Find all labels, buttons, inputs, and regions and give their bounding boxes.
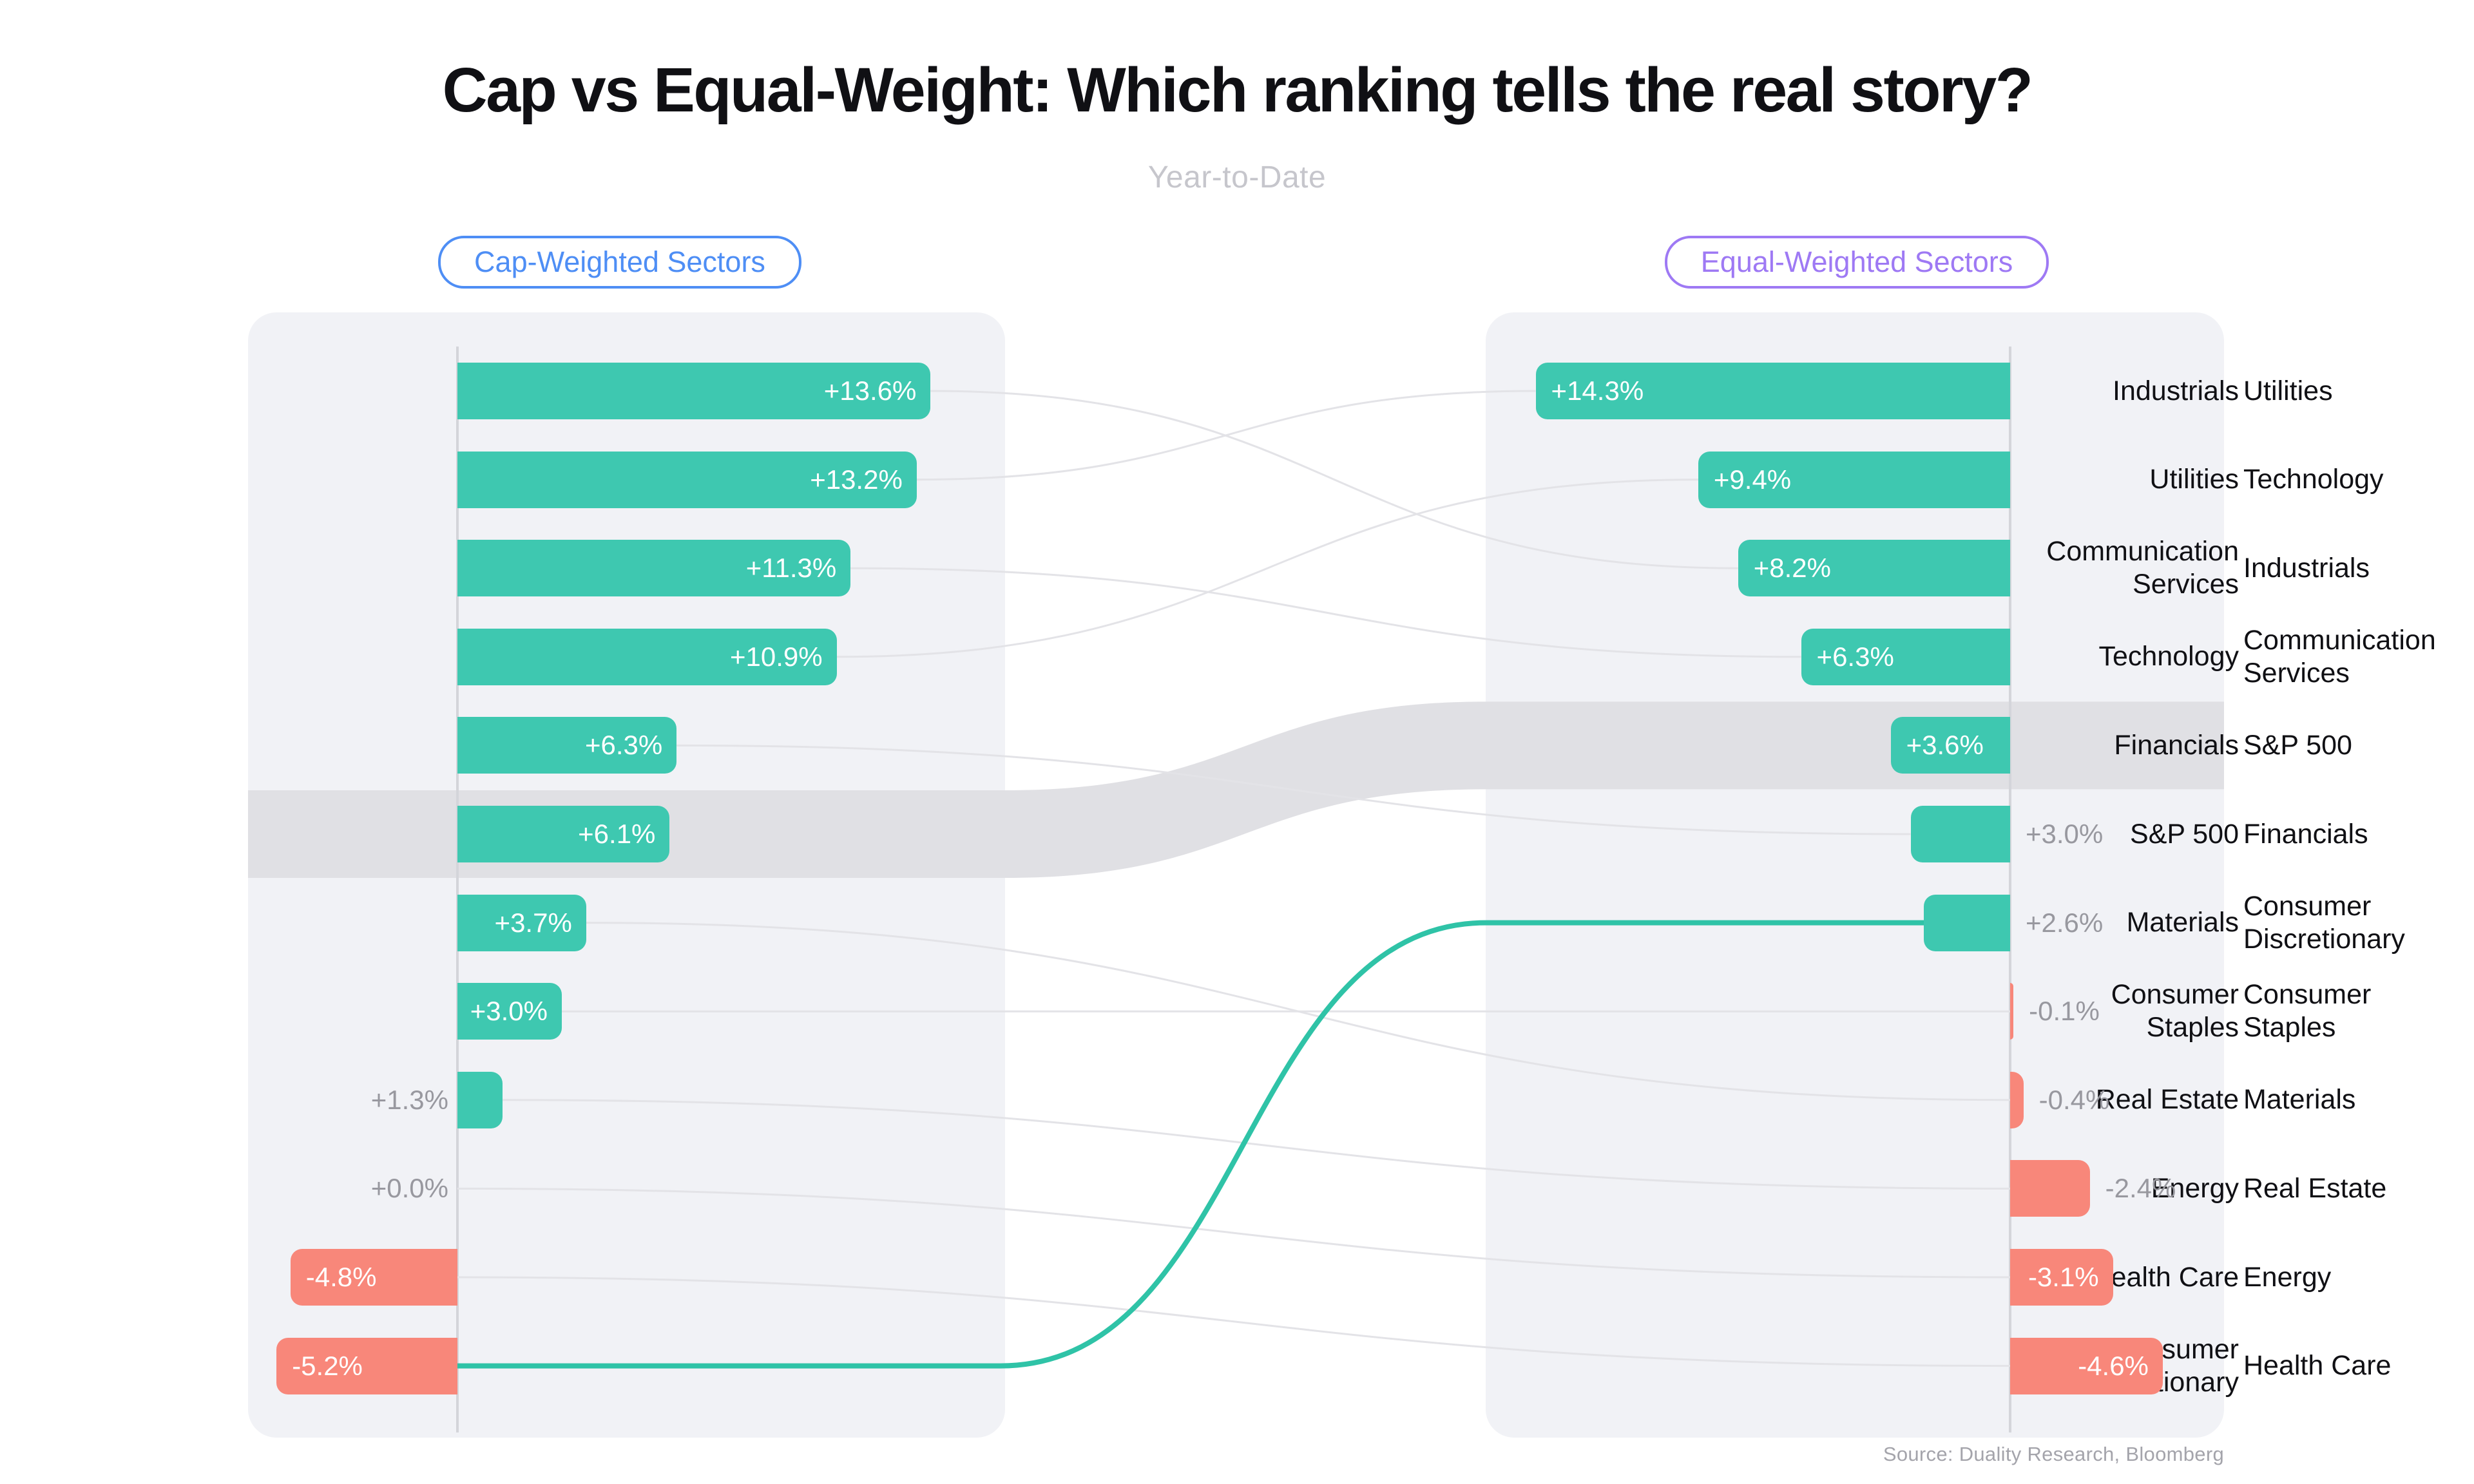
value-label-left-materials: +3.7%	[494, 907, 572, 938]
sector-label-right-technology: Technology	[2243, 464, 2384, 495]
bar-right-health-care	[2010, 1337, 2163, 1394]
sector-label-left-health-care: Health Care	[2091, 1261, 2239, 1293]
bar-left-communication-services	[457, 540, 851, 597]
connector-financials	[676, 744, 1911, 835]
highlight-connector-consumer-discretionary	[457, 920, 1924, 1369]
sector-label-left-industrials: Industrials	[2113, 375, 2239, 406]
sector-label-right-real-estate: Real Estate	[2243, 1173, 2387, 1204]
sector-label-left-technology: Technology	[2098, 641, 2239, 672]
sector-label-right-utilities: Utilities	[2243, 375, 2333, 406]
bar-right-materials	[2010, 1071, 2024, 1128]
bar-right-industrials	[1738, 540, 2010, 597]
connector-industrials	[930, 390, 1738, 569]
sector-label-right-materials: Materials	[2243, 1084, 2356, 1116]
sector-label-right-consumer-discretionary: Consumer Discretionary	[2243, 890, 2405, 955]
bar-right-communication-services	[1801, 628, 2010, 685]
value-label-left-communication-services: +11.3%	[745, 553, 837, 584]
value-label-left-s-p-500: +6.1%	[578, 819, 656, 849]
value-label-right-energy: -3.1%	[2028, 1262, 2099, 1292]
chart-subtitle: Year-to-Date	[1147, 160, 1327, 195]
value-label-left-financials: +6.3%	[584, 730, 663, 761]
bar-right-technology	[1698, 451, 2010, 508]
sector-label-left-communication-services: Communication Services	[2046, 536, 2239, 600]
bar-right-utilities	[1535, 363, 2010, 419]
bar-left-industrials	[457, 363, 931, 419]
equal-weighted-badge: Equal-Weighted Sectors	[1665, 236, 2049, 289]
value-label-right-real-estate: -2.4%	[2105, 1173, 2176, 1204]
value-label-left-energy: +0.0%	[370, 1173, 448, 1204]
sector-label-right-communication-services: Communication Services	[2243, 625, 2436, 689]
sector-label-right-energy: Energy	[2243, 1261, 2332, 1293]
value-label-right-utilities: +14.3%	[1551, 376, 1644, 406]
value-label-right-health-care: -4.6%	[2078, 1350, 2149, 1381]
bar-left-real-estate	[457, 1071, 503, 1128]
value-label-left-consumer-staples: +3.0%	[470, 996, 548, 1027]
page-title: Cap vs Equal-Weight: Which ranking tells…	[442, 55, 2033, 125]
bar-left-s-p-500	[457, 806, 670, 862]
connector-health-care	[457, 1276, 2011, 1367]
sector-label-left-real-estate: Real Estate	[2095, 1084, 2239, 1116]
value-label-right-financials: +3.0%	[2026, 819, 2104, 849]
value-label-right-technology: +9.4%	[1713, 464, 1792, 495]
value-label-left-industrials: +13.6%	[823, 376, 917, 406]
connector-real-estate	[503, 1099, 2011, 1190]
source-credit: Source: Duality Research, Bloomberg	[1883, 1443, 2224, 1465]
bar-right-financials	[1910, 806, 2010, 862]
value-label-left-technology: +10.9%	[729, 641, 823, 672]
bar-left-utilities	[457, 451, 917, 508]
bar-right-energy	[2010, 1249, 2113, 1306]
sector-label-right-s-p-500: S&P 500	[2243, 730, 2352, 761]
sector-label-right-financials: Financials	[2243, 818, 2368, 850]
value-label-right-industrials: +8.2%	[1753, 553, 1831, 584]
sector-label-right-industrials: Industrials	[2243, 552, 2370, 584]
value-label-left-real-estate: +1.3%	[370, 1084, 448, 1115]
cap-weighted-badge: Cap-Weighted Sectors	[438, 236, 801, 289]
bar-right-s-p-500	[1890, 717, 2010, 774]
bar-left-consumer-staples	[457, 983, 562, 1040]
sector-label-left-consumer-staples: Consumer Staples	[2111, 979, 2239, 1043]
sector-label-left-materials: Materials	[2126, 907, 2239, 938]
connector-utilities	[916, 390, 1536, 481]
sector-label-right-consumer-staples: Consumer Staples	[2243, 979, 2372, 1043]
value-label-left-health-care: -4.8%	[305, 1262, 377, 1292]
sector-label-left-utilities: Utilities	[2149, 464, 2239, 495]
connector-technology	[836, 479, 1698, 658]
bar-right-real-estate	[2010, 1160, 2090, 1217]
value-label-right-consumer-discretionary: +2.6%	[2026, 907, 2104, 938]
sector-label-left-financials: Financials	[2114, 730, 2239, 761]
value-label-right-s-p-500: +3.6%	[1906, 730, 1984, 761]
value-label-right-communication-services: +6.3%	[1816, 641, 1894, 672]
value-label-left-consumer-discretionary: -5.2%	[292, 1350, 363, 1381]
bar-left-materials	[457, 894, 586, 951]
bar-right-consumer-discretionary	[1924, 894, 2010, 951]
value-label-right-materials: -0.4%	[2038, 1084, 2110, 1115]
bar-left-technology	[457, 628, 837, 685]
sector-label-left-s-p-500: S&P 500	[2130, 818, 2239, 850]
bar-left-financials	[457, 717, 677, 774]
bar-right-consumer-staples	[2010, 983, 2014, 1040]
bar-left-consumer-discretionary	[276, 1337, 457, 1394]
value-label-right-consumer-staples: -0.1%	[2029, 996, 2100, 1027]
connector-energy	[457, 1187, 2011, 1279]
connector-communication-services	[850, 567, 1801, 658]
benchmark-band	[248, 701, 2224, 878]
value-label-left-utilities: +13.2%	[810, 464, 903, 495]
bar-left-health-care	[290, 1249, 457, 1306]
sector-label-right-health-care: Health Care	[2243, 1350, 2392, 1382]
sector-label-left-energy: Energy	[2151, 1173, 2239, 1204]
